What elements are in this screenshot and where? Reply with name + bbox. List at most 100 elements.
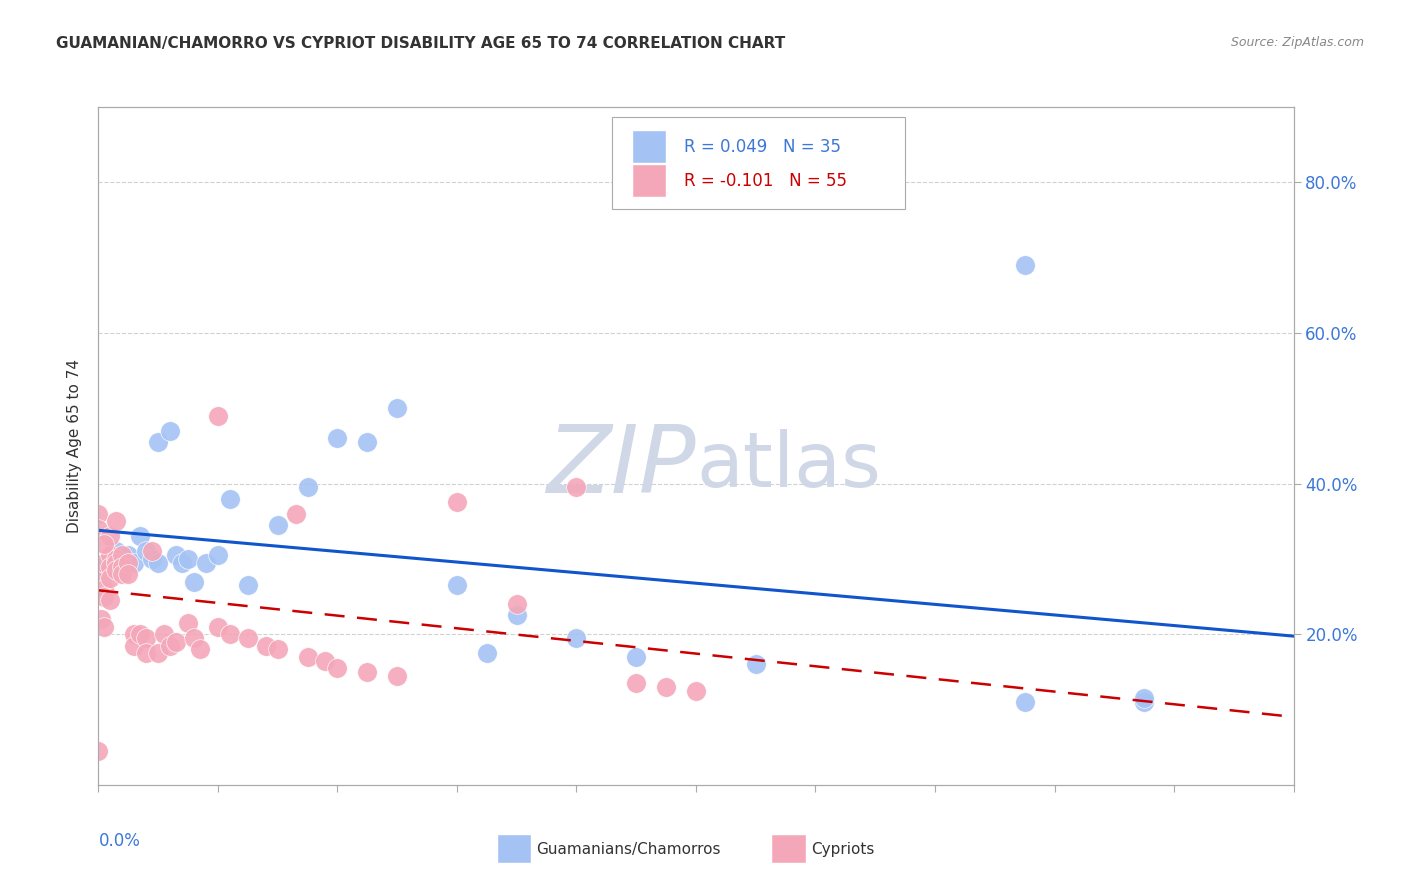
Point	[655, 680, 678, 694]
Text: Source: ZipAtlas.com: Source: ZipAtlas.com	[1230, 36, 1364, 49]
Point	[236, 578, 259, 592]
Point	[177, 615, 200, 630]
Point	[87, 522, 110, 536]
Point	[111, 556, 134, 570]
Point	[111, 548, 134, 562]
Point	[267, 518, 290, 533]
Point	[1014, 695, 1036, 709]
Point	[165, 635, 187, 649]
Text: R = 0.049   N = 35: R = 0.049 N = 35	[685, 138, 841, 156]
Bar	[633, 131, 666, 163]
Point	[236, 631, 259, 645]
Point	[124, 627, 146, 641]
Point	[195, 556, 218, 570]
Point	[93, 590, 115, 604]
Point	[626, 676, 648, 690]
Point	[129, 627, 152, 641]
Point	[565, 480, 588, 494]
Point	[165, 548, 187, 562]
Point	[98, 559, 122, 574]
Point	[98, 552, 122, 566]
Text: Guamanians/Chamorros: Guamanians/Chamorros	[536, 842, 720, 856]
Point	[90, 612, 112, 626]
Point	[219, 627, 242, 641]
Point	[565, 631, 588, 645]
Point	[117, 548, 139, 562]
Point	[326, 661, 349, 675]
Point	[1133, 691, 1156, 706]
Point	[129, 529, 152, 543]
Point	[105, 514, 128, 528]
Point	[172, 556, 194, 570]
Point	[297, 649, 319, 664]
Point	[385, 401, 409, 416]
Point	[297, 480, 319, 494]
Point	[326, 432, 349, 446]
Point	[153, 627, 176, 641]
Point	[93, 582, 115, 596]
Point	[385, 669, 409, 683]
Point	[188, 642, 211, 657]
Text: R = -0.101   N = 55: R = -0.101 N = 55	[685, 172, 846, 190]
Y-axis label: Disability Age 65 to 74: Disability Age 65 to 74	[67, 359, 83, 533]
Point	[1014, 258, 1036, 272]
Point	[356, 665, 378, 679]
Point	[141, 552, 163, 566]
Point	[506, 597, 529, 611]
Point	[148, 556, 170, 570]
Point	[93, 620, 115, 634]
Point	[356, 435, 378, 450]
Point	[148, 435, 170, 450]
Point	[219, 491, 242, 506]
Text: 0.0%: 0.0%	[98, 832, 141, 850]
FancyBboxPatch shape	[613, 117, 905, 209]
Text: GUAMANIAN/CHAMORRO VS CYPRIOT DISABILITY AGE 65 TO 74 CORRELATION CHART: GUAMANIAN/CHAMORRO VS CYPRIOT DISABILITY…	[56, 36, 786, 51]
Point	[105, 563, 128, 577]
Point	[124, 556, 146, 570]
Point	[98, 548, 122, 562]
Text: Cypriots: Cypriots	[811, 842, 875, 856]
Point	[745, 657, 768, 672]
Point	[93, 537, 115, 551]
Point	[177, 552, 200, 566]
Point	[446, 495, 468, 509]
Point	[267, 642, 290, 657]
Point	[1133, 695, 1156, 709]
Point	[93, 567, 115, 582]
Point	[105, 544, 128, 558]
Point	[124, 639, 146, 653]
Point	[111, 567, 134, 582]
Point	[446, 578, 468, 592]
Point	[207, 620, 229, 634]
Point	[93, 559, 115, 574]
Point	[315, 654, 337, 668]
Point	[284, 507, 307, 521]
Point	[117, 567, 139, 582]
Point	[506, 608, 529, 623]
Point	[207, 548, 229, 562]
Point	[685, 683, 707, 698]
Point	[135, 631, 157, 645]
Bar	[633, 165, 666, 197]
Point	[254, 639, 277, 653]
Point	[98, 571, 122, 585]
Point	[117, 556, 139, 570]
Point	[135, 544, 157, 558]
Point	[183, 574, 205, 589]
Point	[93, 556, 115, 570]
Point	[98, 529, 122, 543]
Point	[135, 646, 157, 660]
Point	[98, 593, 122, 607]
Point	[105, 556, 128, 570]
Text: ZIP: ZIP	[547, 421, 696, 512]
Point	[141, 544, 163, 558]
Point	[207, 409, 229, 423]
Point	[475, 646, 498, 660]
Point	[159, 639, 181, 653]
Point	[111, 559, 134, 574]
Text: atlas: atlas	[696, 429, 880, 503]
Point	[183, 631, 205, 645]
Point	[87, 744, 110, 758]
Point	[87, 507, 110, 521]
Point	[159, 424, 181, 438]
